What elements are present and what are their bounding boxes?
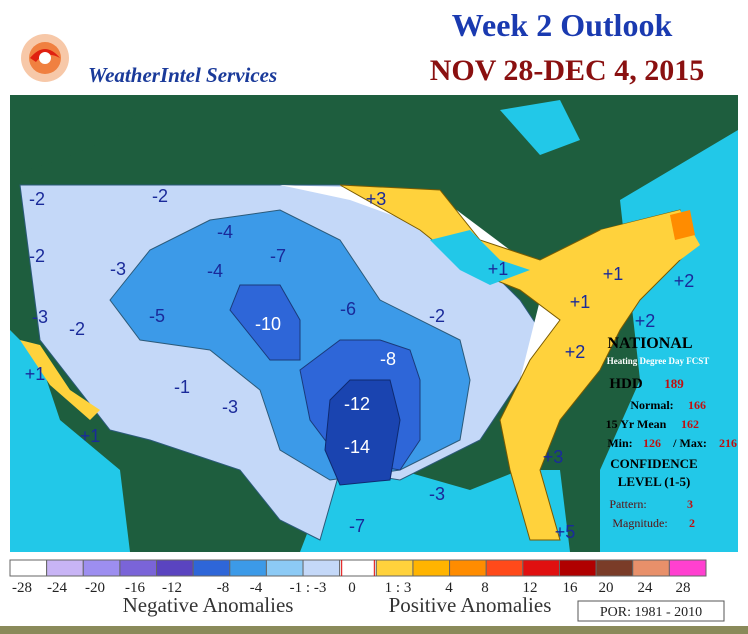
legend-swatch bbox=[229, 559, 267, 577]
normal-label: Normal: bbox=[630, 398, 673, 412]
anomaly-label: -4 bbox=[207, 261, 223, 281]
legend-swatch bbox=[156, 559, 194, 577]
legend-swatch bbox=[9, 559, 48, 577]
magnitude: 2 bbox=[689, 516, 695, 530]
anomaly-label: +3 bbox=[366, 189, 387, 209]
pattern: 3 bbox=[687, 497, 693, 511]
period: POR: 1981 - 2010 bbox=[600, 605, 702, 620]
dates: NOV 28-DEC 4, 2015 bbox=[430, 54, 704, 87]
title: Week 2 Outlook bbox=[452, 7, 673, 43]
anomaly-label: +1 bbox=[25, 364, 46, 384]
confidence: CONFIDENCE bbox=[610, 456, 697, 471]
anomaly-label: +1 bbox=[570, 292, 591, 312]
legend-label: -1 : -3 bbox=[290, 580, 327, 596]
magnitude-label: Magnitude: bbox=[612, 516, 667, 530]
legend-label: -24 bbox=[47, 580, 67, 596]
negative-label: Negative Anomalies bbox=[123, 593, 294, 617]
anomaly-label: +1 bbox=[488, 259, 509, 279]
legend-label: -4 bbox=[250, 580, 263, 596]
anomaly-label: +1 bbox=[603, 264, 624, 284]
legend: -28 -24 -20 -16 -12 -8 -4 -1 : -3 0 1 : 3 4 8 12 16 20… bbox=[9, 559, 707, 596]
min-label: Min: bbox=[607, 436, 632, 450]
hdd: 189 bbox=[664, 376, 684, 391]
legend-swatch bbox=[668, 559, 707, 577]
legend-label: 24 bbox=[638, 580, 654, 596]
max: 216 bbox=[719, 436, 737, 450]
anomaly-label: -2 bbox=[152, 186, 168, 206]
legend-swatch bbox=[375, 559, 414, 577]
anomaly-label: +5 bbox=[555, 522, 576, 542]
anomaly-label: -7 bbox=[270, 246, 286, 266]
bottom-bar bbox=[0, 626, 748, 634]
legend-swatch bbox=[339, 559, 377, 577]
anomaly-label: +3 bbox=[543, 447, 564, 467]
company: WeatherIntel Services bbox=[88, 63, 277, 87]
legend-swatch bbox=[119, 559, 158, 577]
anomaly-label: +1 bbox=[80, 426, 101, 446]
logo bbox=[21, 34, 69, 82]
max-label: / Max: bbox=[672, 436, 707, 450]
national-box: NATIONAL Heating Degree Day FCST HDD 189… bbox=[606, 335, 737, 530]
anomaly-label: -3 bbox=[110, 259, 126, 279]
legend-label: -28 bbox=[12, 580, 32, 596]
legend-swatch bbox=[265, 559, 304, 577]
legend-swatch bbox=[558, 559, 597, 577]
legend-label: -20 bbox=[85, 580, 105, 596]
anomaly-label: -3 bbox=[429, 484, 445, 504]
legend-label: 16 bbox=[563, 580, 579, 596]
anomaly-label: +2 bbox=[565, 342, 586, 362]
normal: 166 bbox=[688, 398, 706, 412]
national-subtitle: Heating Degree Day FCST bbox=[607, 356, 710, 366]
anomaly-label: -4 bbox=[217, 222, 233, 242]
hdd-label: HDD bbox=[609, 376, 643, 392]
legend-label: 0 bbox=[348, 580, 356, 596]
legend-swatch bbox=[192, 559, 231, 577]
anomaly-label: -5 bbox=[149, 306, 165, 326]
anomaly-label: -12 bbox=[344, 394, 370, 414]
legend-swatch bbox=[46, 559, 84, 577]
legend-swatch bbox=[632, 559, 670, 577]
legend-label: 28 bbox=[676, 580, 691, 596]
anomaly-label: -2 bbox=[29, 189, 45, 209]
legend-label: -8 bbox=[217, 580, 230, 596]
legend-swatch bbox=[412, 559, 451, 577]
anomaly-label: -2 bbox=[429, 306, 445, 326]
legend-swatch bbox=[595, 559, 634, 577]
legend-swatch bbox=[302, 559, 341, 577]
positive-label: Positive Anomalies bbox=[389, 593, 552, 617]
legend-label: -16 bbox=[125, 580, 145, 596]
anomaly-label: -2 bbox=[29, 246, 45, 266]
legend-label: 4 bbox=[445, 580, 453, 596]
legend-swatch bbox=[485, 559, 524, 577]
anomaly-label: -3 bbox=[32, 307, 48, 327]
anomaly-label: -3 bbox=[222, 397, 238, 417]
anomaly-label: -2 bbox=[69, 319, 85, 339]
mean: 162 bbox=[681, 417, 699, 431]
legend-label: 8 bbox=[481, 580, 489, 596]
legend-swatch bbox=[449, 559, 487, 577]
level: LEVEL (1-5) bbox=[618, 474, 691, 489]
legend-label: 1 : 3 bbox=[385, 580, 412, 596]
pattern-label: Pattern: bbox=[609, 497, 646, 511]
anomaly-label: -1 bbox=[174, 377, 190, 397]
min: 126 bbox=[643, 436, 661, 450]
legend-swatch bbox=[522, 559, 560, 577]
anomaly-label: +2 bbox=[635, 311, 656, 331]
legend-label: -12 bbox=[162, 580, 182, 596]
mean-label: 15 Yr Mean bbox=[606, 417, 667, 431]
anomaly-label: -6 bbox=[340, 299, 356, 319]
map bbox=[10, 95, 738, 552]
legend-swatch bbox=[82, 559, 121, 577]
period-box bbox=[577, 600, 725, 622]
national-title: NATIONAL bbox=[607, 335, 692, 352]
anomaly-label: -14 bbox=[344, 437, 370, 457]
legend-label: 20 bbox=[599, 580, 614, 596]
anomaly-label: +2 bbox=[674, 271, 695, 291]
legend-label: 12 bbox=[523, 580, 538, 596]
anomaly-label: -7 bbox=[349, 516, 365, 536]
anomaly-label: -8 bbox=[380, 349, 396, 369]
anomaly-label: -10 bbox=[255, 314, 281, 334]
